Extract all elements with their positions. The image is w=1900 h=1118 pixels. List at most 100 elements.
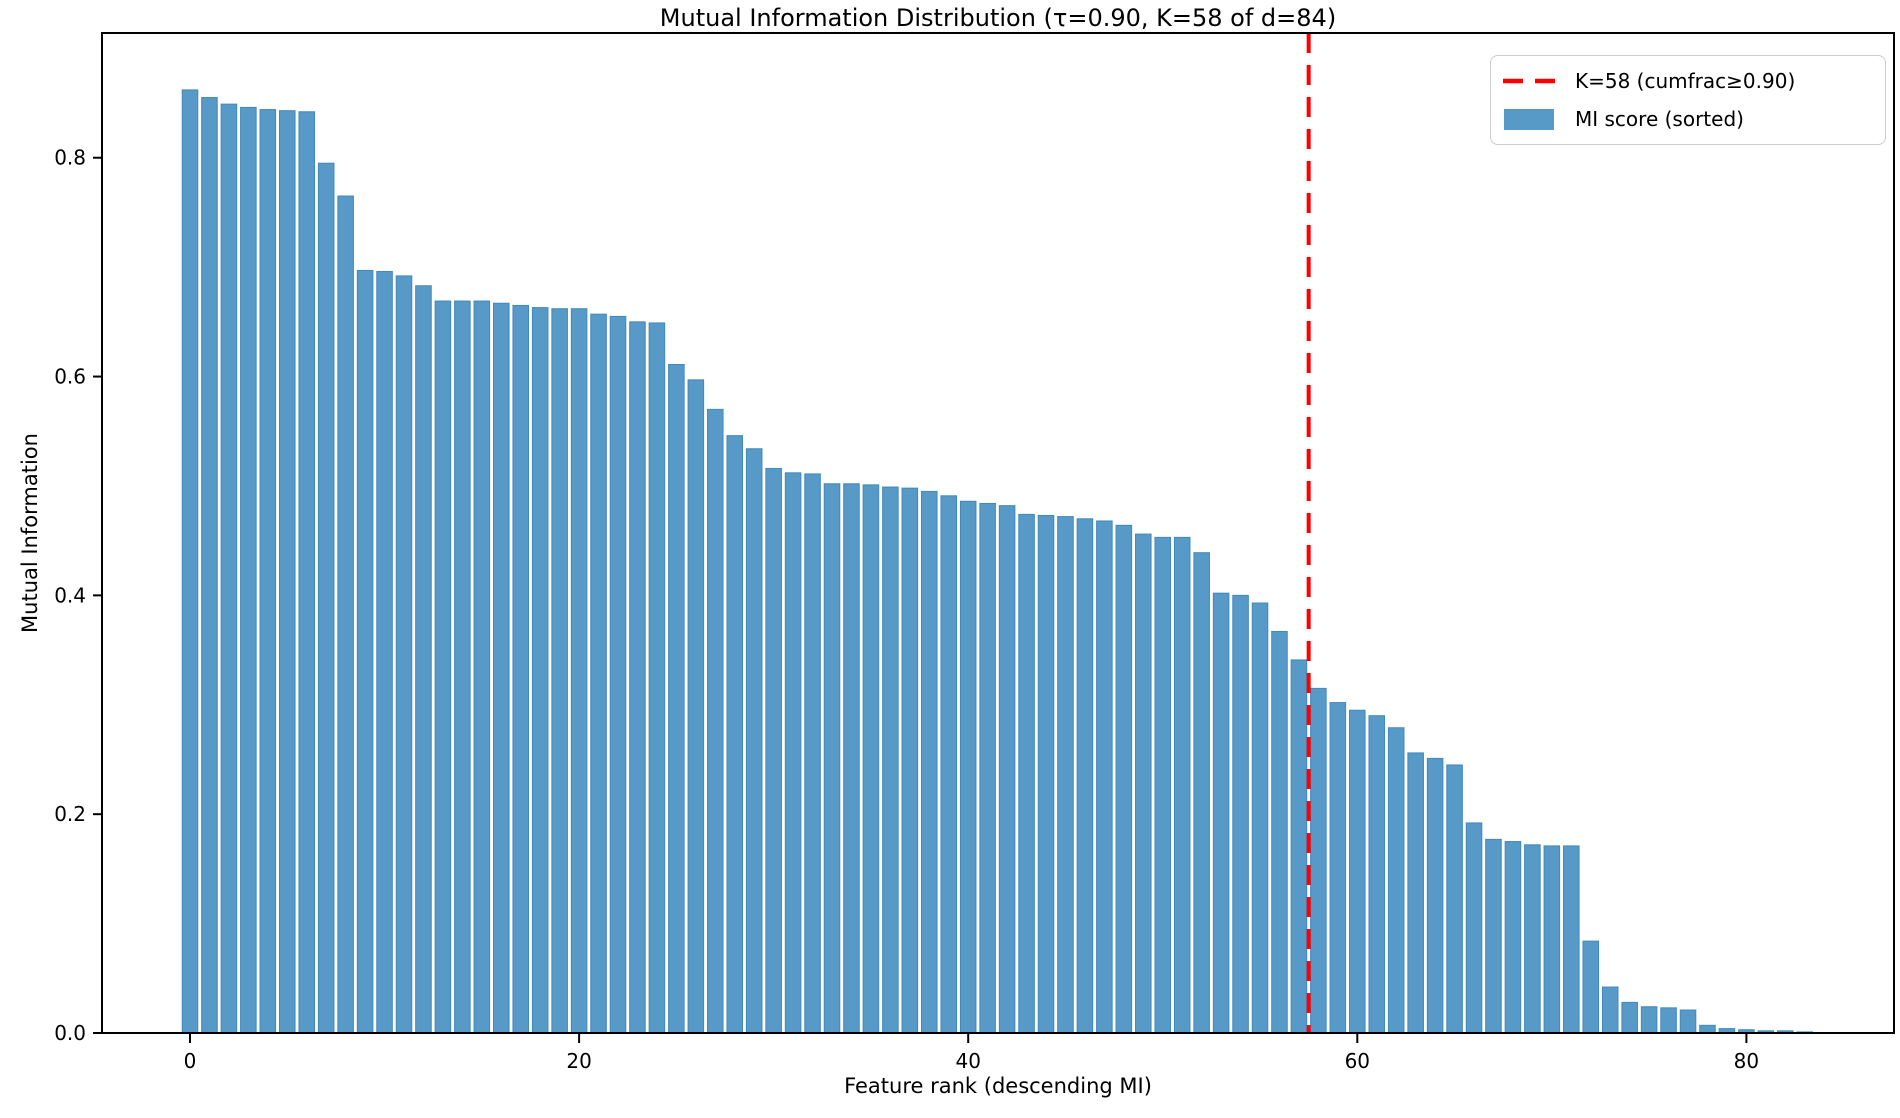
- mi-bar: [901, 487, 919, 1034]
- x-tick-label: 60: [1345, 1049, 1370, 1073]
- legend-label-bars: MI score (sorted): [1575, 107, 1744, 131]
- mi-bar: [1154, 536, 1172, 1034]
- x-axis-label: Feature rank (descending MI): [844, 1074, 1152, 1098]
- mi-bar: [317, 162, 335, 1034]
- legend: K=58 (cumfrac≥0.90) MI score (sorted): [1490, 55, 1886, 145]
- mi-bar: [921, 490, 938, 1034]
- mi-bar: [726, 435, 744, 1034]
- mi-bar: [745, 448, 763, 1034]
- mi-bar: [201, 97, 218, 1034]
- mi-bar: [1621, 1001, 1638, 1034]
- mi-bar: [1504, 841, 1522, 1034]
- mi-bar: [298, 111, 316, 1034]
- mi-bar: [1387, 727, 1405, 1034]
- mi-bar: [1018, 513, 1035, 1034]
- mi-bar: [959, 500, 977, 1034]
- x-tick-label: 40: [955, 1049, 980, 1073]
- mi-bar: [843, 483, 860, 1034]
- legend-label-threshold: K=58 (cumfrac≥0.90): [1575, 69, 1796, 93]
- mi-bar: [1135, 533, 1152, 1034]
- mi-bar: [1037, 514, 1055, 1034]
- mi-bar: [1096, 520, 1113, 1034]
- mi-bar: [531, 307, 549, 1034]
- mi-bar: [687, 379, 705, 1034]
- mi-bar: [1076, 518, 1094, 1034]
- mi-bar: [1563, 845, 1580, 1034]
- mi-bar: [629, 321, 646, 1034]
- mi-bar: [1485, 838, 1502, 1034]
- mi-bar: [882, 486, 899, 1034]
- mi-bar: [1349, 709, 1366, 1034]
- bar-swatch-icon: [1503, 108, 1555, 130]
- mi-bar: [512, 304, 530, 1034]
- mi-bar: [940, 495, 958, 1034]
- y-tick-label: 0.0: [54, 1021, 86, 1045]
- mi-bar: [1465, 822, 1483, 1034]
- mi-bar: [1173, 536, 1191, 1034]
- y-tick-label: 0.8: [54, 146, 86, 170]
- mi-bar: [998, 505, 1016, 1034]
- y-axis-label: Mutual Information: [18, 433, 42, 633]
- mi-bar: [1310, 687, 1327, 1034]
- mi-bar: [862, 484, 880, 1034]
- mi-bar: [668, 364, 685, 1034]
- mi-bar: [259, 109, 277, 1034]
- mi-bar: [823, 483, 841, 1034]
- mi-bar: [434, 300, 452, 1034]
- mi-bar: [1543, 845, 1561, 1034]
- mi-bar: [1407, 752, 1424, 1034]
- mi-bar: [376, 271, 393, 1034]
- mi-bar: [1640, 1006, 1658, 1034]
- x-tick-label: 20: [566, 1049, 591, 1073]
- mi-bar: [1660, 1007, 1677, 1034]
- mi-bar: [590, 313, 607, 1034]
- mi-bar: [1329, 702, 1347, 1034]
- mi-bar: [1582, 940, 1600, 1034]
- mi-bar: [1368, 715, 1386, 1034]
- mi-bar: [220, 103, 238, 1034]
- y-tick-label: 0.6: [54, 365, 86, 389]
- mi-bar: [1115, 524, 1133, 1034]
- mi-bar: [570, 308, 588, 1034]
- legend-item-bars: MI score (sorted): [1503, 103, 1885, 135]
- mi-bar: [181, 89, 199, 1034]
- mi-bar: [1426, 757, 1444, 1034]
- mi-bar: [707, 408, 724, 1034]
- mi-bar: [1524, 844, 1541, 1034]
- mi-bar: [337, 195, 354, 1034]
- mi-bar: [648, 322, 666, 1034]
- plot-border: [101, 32, 1895, 1034]
- mi-bar: [1679, 1009, 1697, 1034]
- mi-bar: [415, 285, 432, 1034]
- mi-bar: [1271, 630, 1288, 1034]
- mi-bar: [1057, 516, 1074, 1034]
- mi-bar: [473, 300, 491, 1034]
- x-tick-label: 0: [184, 1049, 197, 1073]
- mi-bar: [765, 467, 782, 1034]
- y-tick-label: 0.4: [54, 583, 86, 607]
- mi-bar: [1699, 1024, 1716, 1034]
- mi-bar: [979, 502, 996, 1034]
- mi-bar: [1232, 594, 1249, 1034]
- mi-bar: [240, 106, 257, 1034]
- mi-bar: [356, 269, 374, 1034]
- x-tick-label: 80: [1734, 1049, 1759, 1073]
- mi-bar: [609, 315, 627, 1034]
- dashed-line-icon: [1503, 70, 1555, 92]
- mi-bar: [1251, 602, 1269, 1034]
- mi-bar: [804, 473, 821, 1034]
- mi-bar: [395, 275, 413, 1034]
- mi-bar: [1212, 592, 1230, 1034]
- mi-bar: [493, 302, 510, 1034]
- chart-title: Mutual Information Distribution (τ=0.90,…: [659, 4, 1337, 32]
- legend-item-threshold: K=58 (cumfrac≥0.90): [1503, 65, 1885, 97]
- mi-bar: [1193, 552, 1210, 1034]
- mi-bar: [1601, 986, 1619, 1034]
- mi-bar: [454, 300, 471, 1034]
- mi-bar: [1290, 659, 1308, 1034]
- mi-bar: [1446, 764, 1463, 1034]
- mi-bar: [551, 308, 568, 1034]
- mi-bar: [278, 110, 296, 1034]
